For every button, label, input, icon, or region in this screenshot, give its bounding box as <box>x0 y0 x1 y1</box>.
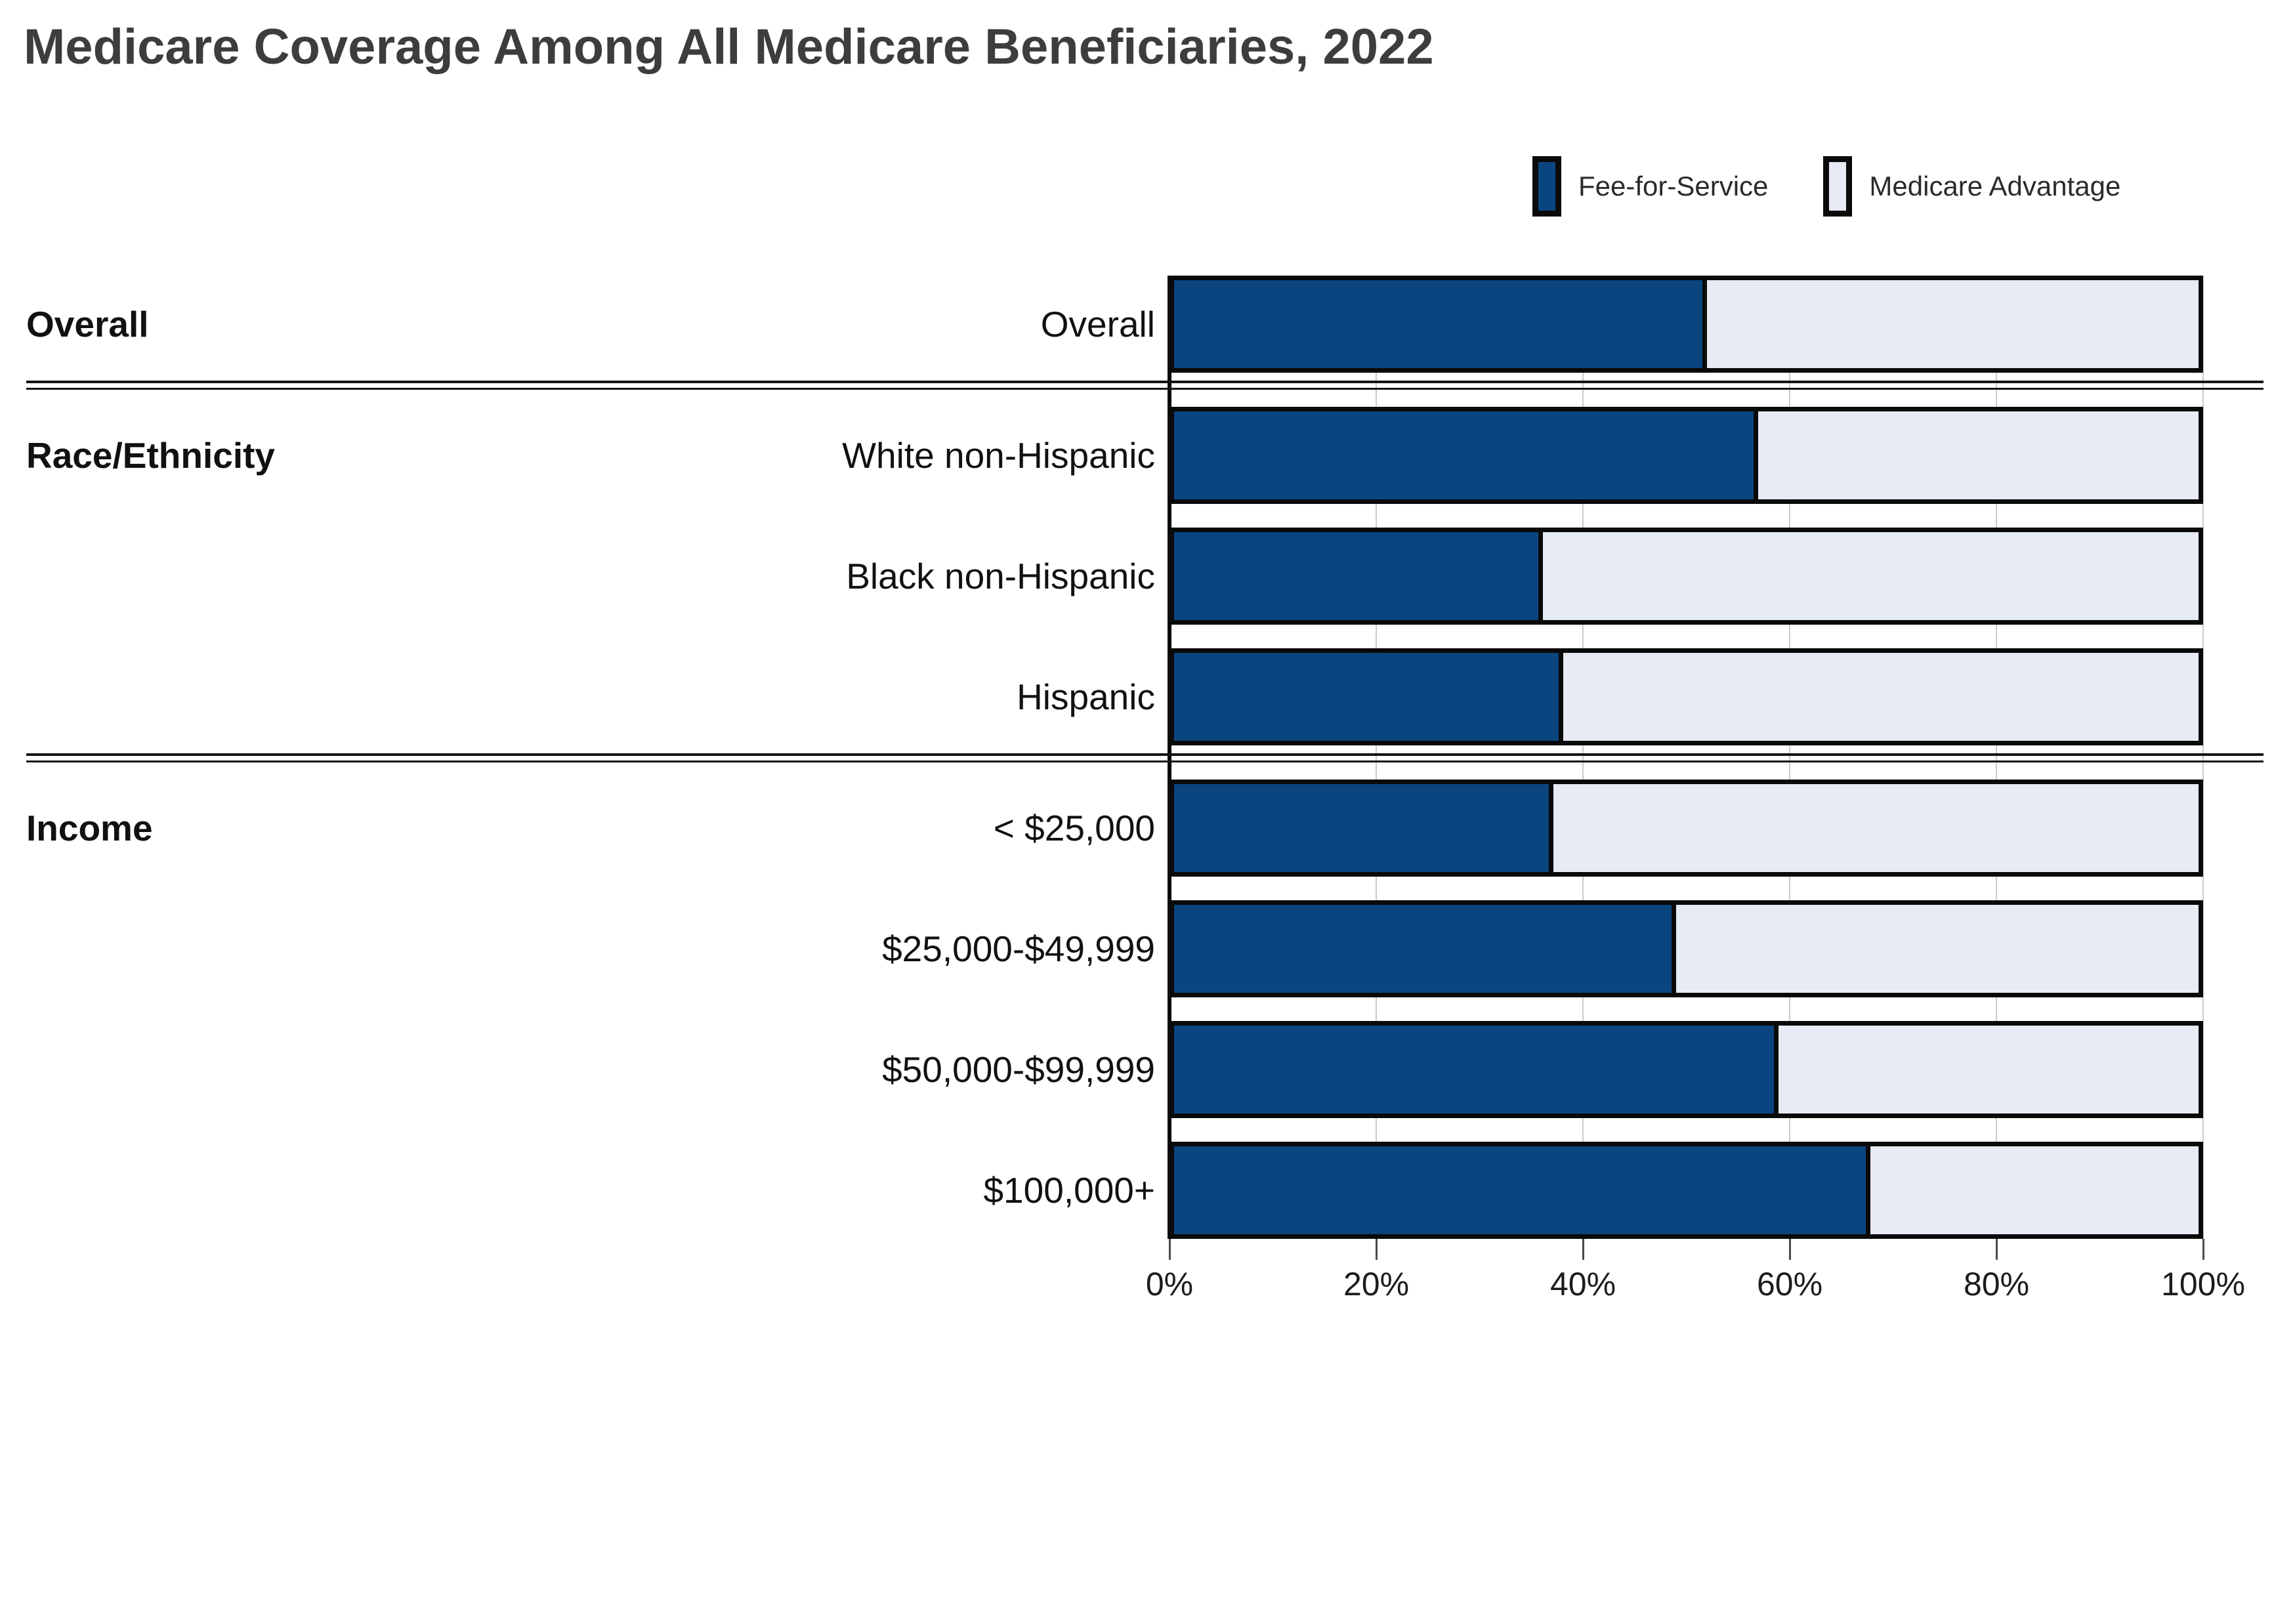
stacked-bar <box>1169 780 2203 877</box>
plot-area: 0% 20% 40% 60% 80% 100% <box>1146 276 2245 1302</box>
stacked-bar <box>1169 648 2203 745</box>
segment-fee-for-service <box>1174 280 1707 368</box>
chart-row: Black non-Hispanic <box>0 528 2274 625</box>
x-tick-80 <box>1996 1239 1998 1260</box>
gridline-20 <box>1376 276 1377 1239</box>
segment-medicare-advantage <box>1758 411 2199 499</box>
x-tick-0 <box>1169 1239 1171 1260</box>
x-tick-label-40: 40% <box>1549 1266 1616 1302</box>
segment-fee-for-service <box>1174 1146 1871 1234</box>
x-tick-label-60: 60% <box>1756 1266 1823 1302</box>
segment-medicare-advantage <box>1563 653 2199 741</box>
stacked-bar <box>1169 528 2203 625</box>
chart-row: Hispanic <box>0 648 2274 745</box>
stacked-bar <box>1169 1142 2203 1239</box>
section-label: Race/Ethnicity <box>26 435 276 476</box>
segment-medicare-advantage <box>1706 280 2199 368</box>
chart-title: Medicare Coverage Among All Medicare Ben… <box>24 19 1434 75</box>
section-label: Overall <box>26 304 149 344</box>
chart-row: $25,000-$49,999 <box>0 900 2274 997</box>
gridline-40 <box>1582 276 1584 1239</box>
row-gap <box>0 877 2274 900</box>
row-gap <box>0 625 2274 648</box>
segment-medicare-advantage <box>1778 1026 2199 1114</box>
segment-fee-for-service <box>1174 653 1564 741</box>
segment-fee-for-service <box>1174 1026 1779 1114</box>
chart-row: $100,000+ <box>0 1142 2274 1239</box>
legend-swatch-medicare-advantage <box>1823 156 1853 217</box>
category-label: $50,000-$99,999 <box>882 1049 1155 1090</box>
section-separator <box>26 753 2263 762</box>
row-gap <box>0 504 2274 528</box>
legend-item-fee-for-service: Fee-for-Service <box>1532 156 1768 217</box>
legend-label: Fee-for-Service <box>1578 171 1769 201</box>
legend-swatch-fee-for-service <box>1532 156 1561 217</box>
segment-fee-for-service <box>1174 532 1543 620</box>
gridline-80 <box>1996 276 1997 1239</box>
segment-medicare-advantage <box>1675 905 2199 993</box>
row-gap <box>0 1118 2274 1142</box>
segment-fee-for-service <box>1174 905 1676 993</box>
gridline-100 <box>2202 276 2204 1239</box>
x-tick-60 <box>1789 1239 1791 1260</box>
x-tick-100 <box>2202 1239 2204 1260</box>
chart-row: Race/Ethnicity White non-Hispanic <box>0 407 2274 504</box>
row-gap <box>0 997 2274 1021</box>
y-axis-line <box>1168 276 1171 1239</box>
category-label: Black non-Hispanic <box>846 556 1155 596</box>
chart-row: $50,000-$99,999 <box>0 1021 2274 1118</box>
legend: Fee-for-Service Medicare Advantage <box>1532 156 2120 217</box>
category-label: $25,000-$49,999 <box>882 928 1155 969</box>
chart-row: Income < $25,000 <box>0 780 2274 877</box>
gridline-60 <box>1789 276 1790 1239</box>
legend-label: Medicare Advantage <box>1869 171 2121 201</box>
x-tick-label-20: 20% <box>1343 1266 1410 1302</box>
stacked-bar <box>1169 276 2203 373</box>
x-tick-label-0: 0% <box>1145 1266 1194 1302</box>
category-label: Hispanic <box>1017 677 1155 717</box>
x-tick-40 <box>1582 1239 1584 1260</box>
x-tick-label-100: 100% <box>2161 1266 2245 1302</box>
chart-row: Overall Overall <box>0 276 2274 373</box>
segment-medicare-advantage <box>1542 532 2199 620</box>
segment-fee-for-service <box>1174 784 1553 872</box>
section-separator <box>26 381 2263 390</box>
category-label: Overall <box>1040 304 1155 344</box>
stacked-bar <box>1169 900 2203 997</box>
segment-medicare-advantage <box>1553 784 2199 872</box>
category-label: White non-Hispanic <box>842 435 1155 476</box>
segment-fee-for-service <box>1174 411 1758 499</box>
stacked-bar <box>1169 1021 2203 1118</box>
section-label: Income <box>26 808 153 848</box>
segment-medicare-advantage <box>1870 1146 2199 1234</box>
x-tick-20 <box>1376 1239 1378 1260</box>
chart-rows: Overall Overall Race/Ethnicity White non-Hi… <box>0 276 2274 1239</box>
stacked-bar <box>1169 407 2203 504</box>
category-label: < $25,000 <box>993 808 1155 848</box>
x-tick-label-80: 80% <box>1963 1266 2030 1302</box>
legend-item-medicare-advantage: Medicare Advantage <box>1823 156 2120 217</box>
category-label: $100,000+ <box>983 1170 1155 1211</box>
